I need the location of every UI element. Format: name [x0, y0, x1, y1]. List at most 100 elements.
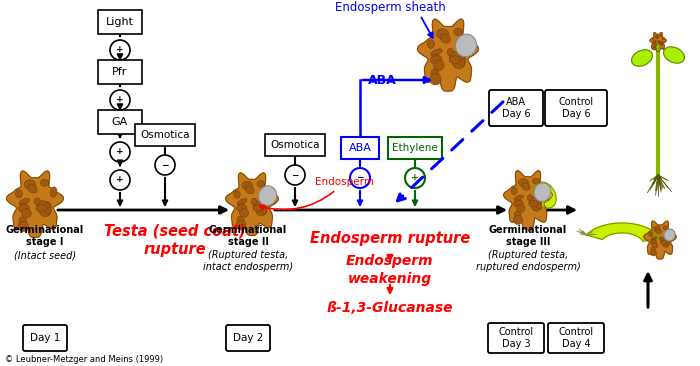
- Text: Control
Day 4: Control Day 4: [559, 327, 594, 349]
- Ellipse shape: [654, 42, 655, 43]
- Text: Control
Day 6: Control Day 6: [559, 97, 594, 119]
- Ellipse shape: [430, 56, 442, 64]
- Text: ß-1,3-Glucanase: ß-1,3-Glucanase: [327, 301, 454, 315]
- Ellipse shape: [668, 230, 673, 236]
- Text: −: −: [356, 173, 364, 183]
- Ellipse shape: [514, 195, 524, 201]
- Ellipse shape: [665, 240, 669, 246]
- Ellipse shape: [245, 186, 254, 194]
- FancyBboxPatch shape: [135, 124, 195, 146]
- Ellipse shape: [659, 42, 663, 46]
- Text: +: +: [411, 173, 419, 183]
- Text: (Ruptured testa,
intact endosperm): (Ruptured testa, intact endosperm): [203, 250, 293, 272]
- Text: +: +: [116, 45, 124, 55]
- Ellipse shape: [449, 52, 461, 61]
- Ellipse shape: [514, 212, 521, 219]
- Ellipse shape: [541, 185, 547, 194]
- Ellipse shape: [253, 205, 263, 211]
- Text: ABA: ABA: [368, 74, 397, 86]
- Ellipse shape: [652, 239, 655, 242]
- Ellipse shape: [20, 203, 26, 208]
- Text: (Ruptured testa,
ruptured endosperm): (Ruptured testa, ruptured endosperm): [475, 250, 580, 272]
- Ellipse shape: [527, 195, 533, 201]
- Text: −: −: [161, 161, 169, 169]
- Ellipse shape: [251, 198, 257, 205]
- Ellipse shape: [658, 42, 662, 44]
- Ellipse shape: [519, 179, 528, 187]
- Text: © Leubner-Metzger and Meins (1999): © Leubner-Metzger and Meins (1999): [5, 355, 163, 365]
- Ellipse shape: [436, 29, 449, 39]
- Ellipse shape: [653, 47, 656, 50]
- Ellipse shape: [34, 198, 40, 205]
- Ellipse shape: [511, 187, 517, 194]
- Ellipse shape: [50, 187, 57, 197]
- Text: Pfr: Pfr: [112, 67, 127, 77]
- Polygon shape: [644, 221, 676, 259]
- Ellipse shape: [664, 239, 668, 243]
- Ellipse shape: [664, 229, 676, 241]
- Ellipse shape: [430, 74, 441, 85]
- Ellipse shape: [651, 237, 657, 240]
- Text: Testa (seed coat)
rupture: Testa (seed coat) rupture: [104, 223, 246, 257]
- Ellipse shape: [517, 204, 525, 213]
- Ellipse shape: [531, 201, 542, 211]
- Ellipse shape: [427, 40, 435, 48]
- Polygon shape: [6, 171, 64, 237]
- Ellipse shape: [658, 40, 659, 42]
- Ellipse shape: [258, 202, 266, 209]
- Ellipse shape: [663, 239, 669, 244]
- Ellipse shape: [25, 180, 36, 189]
- Ellipse shape: [529, 197, 538, 205]
- Text: Endosperm sheath: Endosperm sheath: [335, 1, 445, 15]
- Ellipse shape: [18, 221, 29, 232]
- Ellipse shape: [659, 41, 663, 44]
- Polygon shape: [418, 19, 479, 91]
- Ellipse shape: [662, 37, 664, 40]
- Ellipse shape: [654, 46, 656, 48]
- Ellipse shape: [237, 199, 247, 205]
- Ellipse shape: [456, 55, 465, 66]
- Ellipse shape: [533, 178, 540, 184]
- Ellipse shape: [237, 216, 244, 224]
- Ellipse shape: [533, 198, 542, 207]
- Text: (Intact seed): (Intact seed): [14, 250, 76, 260]
- Ellipse shape: [433, 60, 444, 70]
- Ellipse shape: [515, 199, 521, 204]
- Ellipse shape: [454, 52, 466, 64]
- Ellipse shape: [514, 201, 523, 207]
- Ellipse shape: [535, 200, 542, 209]
- Ellipse shape: [40, 202, 51, 212]
- Ellipse shape: [660, 42, 662, 45]
- Ellipse shape: [654, 226, 660, 232]
- Ellipse shape: [239, 208, 248, 217]
- Ellipse shape: [650, 250, 656, 256]
- Ellipse shape: [42, 202, 50, 209]
- Ellipse shape: [447, 48, 454, 56]
- FancyBboxPatch shape: [545, 90, 607, 126]
- Ellipse shape: [266, 188, 272, 198]
- Ellipse shape: [533, 199, 541, 205]
- Ellipse shape: [19, 198, 29, 205]
- Text: ABA: ABA: [349, 143, 372, 153]
- Polygon shape: [650, 33, 666, 52]
- Ellipse shape: [258, 186, 276, 206]
- Ellipse shape: [456, 34, 477, 57]
- Ellipse shape: [652, 38, 655, 40]
- Text: GA: GA: [112, 117, 128, 127]
- Ellipse shape: [650, 240, 657, 244]
- Ellipse shape: [660, 42, 662, 44]
- Text: Light: Light: [106, 17, 134, 27]
- Ellipse shape: [43, 204, 50, 214]
- Text: Osmotica: Osmotica: [140, 130, 190, 140]
- FancyBboxPatch shape: [548, 323, 604, 353]
- Text: Day 2: Day 2: [233, 333, 263, 343]
- Ellipse shape: [655, 35, 658, 38]
- Ellipse shape: [653, 42, 657, 44]
- Text: +: +: [116, 147, 124, 157]
- Ellipse shape: [36, 201, 47, 210]
- Text: Germinational
stage II: Germinational stage II: [209, 225, 287, 247]
- Ellipse shape: [664, 47, 685, 63]
- Ellipse shape: [659, 35, 662, 37]
- Ellipse shape: [455, 53, 464, 61]
- Ellipse shape: [654, 43, 657, 46]
